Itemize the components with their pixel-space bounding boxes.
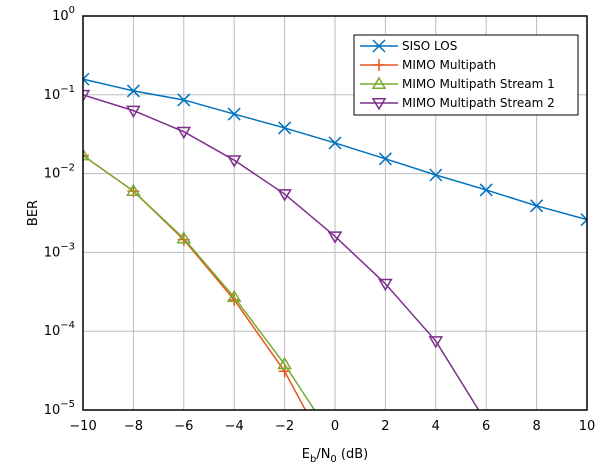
x-tick-label: −6 [174, 419, 193, 434]
series-line [83, 154, 316, 410]
x-tick-label: 6 [482, 419, 490, 434]
data-point-x [328, 136, 342, 150]
data-point-triangle-down [226, 155, 242, 168]
x-tick-label: 8 [532, 419, 540, 434]
data-point-x [580, 213, 587, 227]
data-point-triangle-up [176, 231, 192, 244]
y-tick-label: 10−4 [44, 320, 75, 339]
legend-label: MIMO Multipath [402, 58, 496, 72]
legend-entry: MIMO Multipath [360, 58, 496, 72]
y-tick-label: 10−2 [44, 163, 75, 182]
data-point-triangle-up [226, 289, 242, 303]
x-tick-labels: −10 −8 −6 −4 −2 0 2 4 6 8 10 [69, 419, 595, 434]
data-point-triangle-up [83, 147, 91, 161]
legend-box [353, 34, 579, 116]
data-point-triangle-up [277, 356, 292, 370]
data-point-triangle-up [126, 183, 141, 197]
x-tick-label: −10 [69, 419, 96, 434]
x-tick-label: 4 [432, 419, 440, 434]
legend-label: MIMO Multipath Stream 2 [402, 96, 555, 110]
data-point-triangle-up [371, 76, 387, 89]
data-point-x [378, 152, 392, 166]
data-point-x [530, 199, 544, 213]
series-line [83, 94, 480, 410]
data-point-plus [373, 59, 385, 71]
series-mimo-multipath-stream-2 [83, 89, 480, 410]
series-siso-los [83, 72, 587, 227]
data-point-x [278, 121, 292, 135]
plot-frame [82, 15, 588, 411]
y-tick-label: 10−1 [44, 84, 75, 103]
y-tick-label: 10−5 [44, 399, 75, 418]
data-point-x [126, 84, 140, 98]
x-tick-label: 10 [579, 419, 596, 434]
data-point-x [429, 168, 443, 182]
data-point-triangle-down [176, 126, 192, 140]
legend-entry: MIMO Multipath Stream 1 [360, 76, 555, 91]
legend-entry: MIMO Multipath Stream 2 [360, 96, 555, 111]
data-point-x [227, 107, 241, 121]
series-group [83, 72, 587, 410]
data-point-triangle-down [277, 189, 292, 202]
x-tick-label: −8 [124, 419, 143, 434]
y-tick-label: 10−3 [44, 241, 75, 260]
legend-label: SISO LOS [402, 39, 457, 53]
data-point-triangle-down [83, 89, 91, 103]
data-point-triangle-down [126, 105, 141, 119]
x-tick-label: −2 [275, 419, 294, 434]
legend: SISO LOS MIMO Multipath MIMO Multipath Str… [353, 34, 579, 116]
data-point-triangle-down [327, 231, 343, 244]
data-point-x [372, 39, 386, 53]
data-point-x [177, 93, 191, 107]
y-tick-label: 100 [52, 5, 75, 24]
data-point-triangle-down [378, 278, 393, 292]
data-point-x [479, 183, 493, 197]
legend-entry: SISO LOS [360, 39, 457, 53]
series-mimo-multipath-stream-1 [83, 147, 316, 410]
data-point-plus [228, 293, 241, 306]
y-axis-label: BER [26, 200, 41, 226]
y-tick-labels: 100 10−1 10−2 10−3 10−4 10−5 [44, 5, 75, 418]
legend-label: MIMO Multipath Stream 1 [402, 77, 555, 91]
x-tick-label: −4 [225, 419, 244, 434]
data-point-x [83, 72, 90, 86]
x-tick-label: 0 [331, 419, 339, 434]
data-point-triangle-down [428, 336, 444, 349]
data-point-triangle-down [371, 98, 387, 111]
x-axis-label: Eb/N0 (dB) [302, 447, 369, 465]
x-tick-label: 2 [381, 419, 389, 434]
